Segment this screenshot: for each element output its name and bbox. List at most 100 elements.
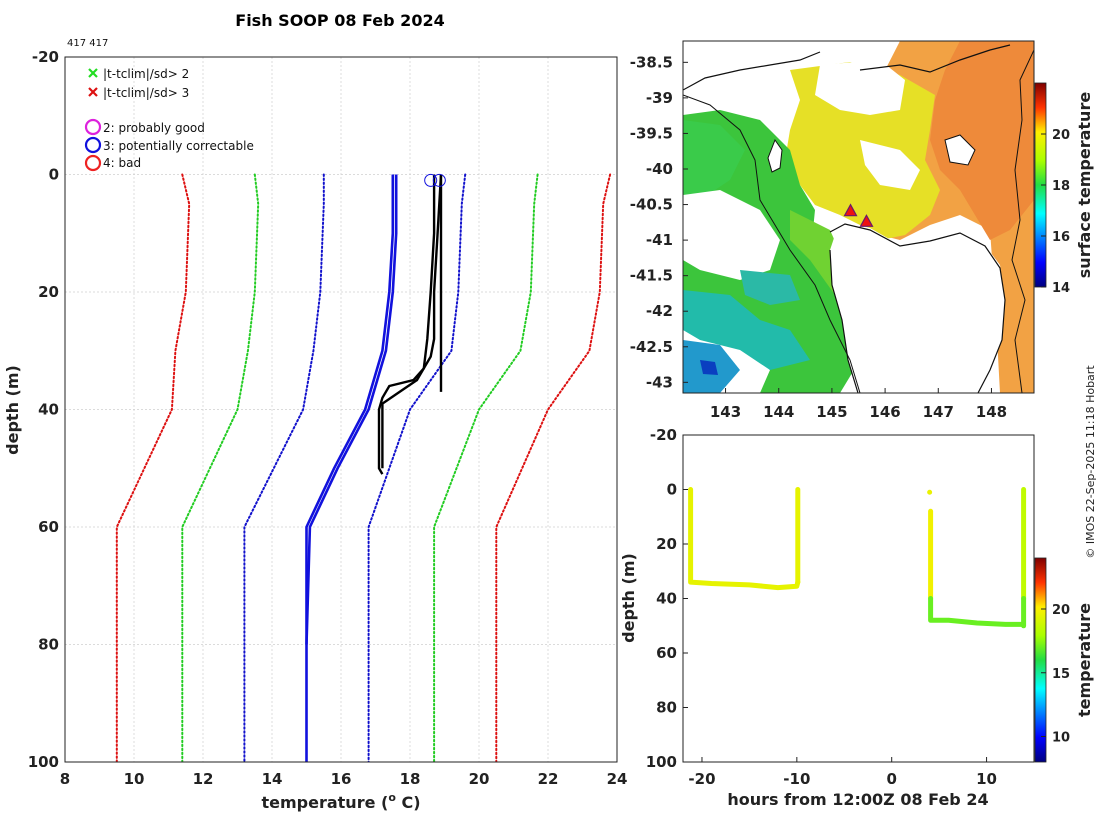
- td-ytick-label: -20: [650, 426, 677, 444]
- td-cbtick-label: 20: [1052, 603, 1070, 618]
- timedepth-tracks: [688, 487, 1027, 629]
- map-xtick-label: 145: [816, 403, 847, 421]
- profile-ytick-label: 40: [38, 401, 59, 419]
- figure-title: Fish SOOP 08 Feb 2024: [235, 11, 444, 30]
- td-track-3: [928, 596, 1026, 627]
- map-cloud-mask-1: [815, 60, 905, 115]
- profile-series-9: [381, 174, 443, 469]
- legend-item-sd2: |t-tclim|/sd> 2: [88, 67, 189, 81]
- profile-xtick-label: 8: [60, 770, 70, 788]
- magenta-circle-icon: [84, 118, 102, 136]
- profile-series-4: [367, 173, 467, 762]
- map-land-tasmania: [830, 220, 1005, 393]
- map-coastline-tasmania: [829, 223, 1006, 393]
- legend-label-flag3: 3: potentially correctable: [103, 139, 254, 153]
- td-track-0: [688, 487, 801, 591]
- legend-label-sd2: |t-tclim|/sd> 2: [103, 67, 189, 81]
- map-land-victoria: [683, 41, 820, 88]
- profile-axes-box: [64, 56, 618, 763]
- sst-hot-region: [930, 41, 1034, 240]
- blue-circle-icon: [84, 136, 102, 154]
- timedepth-ylabel: depth (m): [619, 553, 638, 643]
- map-colorbar-ticks: 14 16 18 20: [1041, 128, 1070, 296]
- td-ytick-label: 100: [646, 753, 677, 771]
- profile-xtick-label: 18: [400, 770, 421, 788]
- profile-flag-marker-1: [432, 173, 446, 187]
- profile-xlabel: temperature (o C): [261, 791, 420, 812]
- legend-label-sd3: |t-tclim|/sd> 3: [103, 86, 189, 100]
- map-cbtick-label: 14: [1052, 281, 1070, 296]
- map-xtick-label: 143: [710, 403, 741, 421]
- map-drop-markers: [843, 203, 874, 227]
- profile-ytick-label: 100: [28, 753, 59, 771]
- sst-cyan-patch: [683, 290, 810, 370]
- td-ytick-label: 60: [656, 644, 677, 662]
- map-island-king: [767, 138, 783, 173]
- map-ytick-label: -41.5: [630, 267, 673, 285]
- td-ytick-label: 0: [667, 481, 677, 499]
- sst-deep-blue-patch: [700, 360, 718, 375]
- map-ticks: 143 144 145 146 147 148 -38.5 -39 -39.5 -40 -40.5 -…: [630, 53, 1007, 421]
- map-xtick-label: 144: [763, 403, 794, 421]
- profile-legend: |t-tclim|/sd> 2 |t-tclim|/sd> 3 2: proba…: [84, 67, 254, 172]
- sst-green-west-2: [683, 120, 745, 205]
- map-cloud-mask-2: [860, 140, 920, 190]
- red-circle-icon: [84, 154, 102, 172]
- map-axes-box: [682, 40, 1035, 394]
- map-ytick-label: -38.5: [630, 53, 673, 71]
- timedepth-axes-box: [682, 434, 1035, 763]
- profile-series-2: [433, 173, 539, 762]
- td-point-0: [927, 489, 933, 495]
- map-cbtick-label: 16: [1052, 230, 1070, 245]
- profile-series-6: [305, 174, 395, 645]
- profile-series-5: [243, 173, 325, 762]
- td-cbtick-label: 10: [1052, 731, 1070, 746]
- timedepth-colorbar-label: temperature: [1075, 603, 1094, 717]
- profile-ylabel: depth (m): [3, 365, 22, 455]
- map-ytick-label: -40.5: [630, 196, 673, 214]
- td-xtick-label: -20: [688, 770, 715, 788]
- legend-label-flag4: 4: bad: [103, 156, 141, 170]
- legend-item-sd3: |t-tclim|/sd> 3: [88, 86, 189, 100]
- map-colorbar-label: surface temperature: [1075, 92, 1094, 279]
- profile-xtick-label: 12: [193, 770, 214, 788]
- legend-item-flag4: 4: bad: [84, 154, 141, 172]
- map-coastline-tasmania-west: [829, 249, 859, 393]
- map-ytick-label: -39.5: [630, 124, 673, 142]
- sst-field: [683, 41, 1034, 393]
- timedepth-xlabel: hours from 12:00Z 08 Feb 24: [727, 790, 988, 809]
- profile-xtick-label: 14: [262, 770, 283, 788]
- imos-credit: © IMOS 22-Sep-2025 11:18 Hobart: [1084, 365, 1097, 559]
- profile-xtick-label: 20: [469, 770, 490, 788]
- td-xtick-label: -10: [783, 770, 810, 788]
- profile-ytick-label: 80: [38, 636, 59, 654]
- td-ytick-label: 20: [656, 535, 677, 553]
- profile-ytick-label: 0: [49, 166, 59, 184]
- map-ytick-label: -42: [646, 302, 673, 320]
- profile-series-7: [305, 174, 398, 762]
- map-cbtick-label: 20: [1052, 128, 1070, 143]
- timedepth-colorbar-ticks: 10 15 20: [1041, 603, 1070, 746]
- map-shelf-contour-east: [1011, 49, 1034, 393]
- sst-map: 143 144 145 146 147 148 -38.5 -39 -39.5 -40 -40.5 -…: [630, 40, 1094, 421]
- profile-series-1: [115, 173, 191, 762]
- profile-xtick-label: 24: [607, 770, 628, 788]
- map-xtick-label: 148: [976, 403, 1007, 421]
- map-cloud-mask-3: [683, 190, 780, 280]
- legend-label-flag2: 2: probably good: [103, 121, 205, 135]
- profile-lines: [115, 173, 612, 762]
- profile-series-8: [377, 174, 436, 475]
- td-xtick-label: 10: [976, 770, 997, 788]
- legend-item-flag2: 2: probably good: [84, 118, 205, 136]
- profile-ticks: 8 10 12 14 16 18 20 22 24 -20 0 20 40 60 80 100: [28, 48, 628, 788]
- td-ytick-label: 40: [656, 590, 677, 608]
- profile-xtick-label: 22: [538, 770, 559, 788]
- map-ytick-label: -42.5: [630, 338, 673, 356]
- profile-xtick-label: 16: [331, 770, 352, 788]
- timedepth-ticks: -20 -10 0 10 -20 0 20 40 60 80 100: [646, 426, 997, 788]
- map-coastline-north: [683, 44, 1011, 91]
- profile-ytick-label: 20: [38, 283, 59, 301]
- profile-series-0: [495, 173, 612, 762]
- map-island-flinders: [944, 134, 976, 166]
- green-x-icon: [88, 68, 98, 78]
